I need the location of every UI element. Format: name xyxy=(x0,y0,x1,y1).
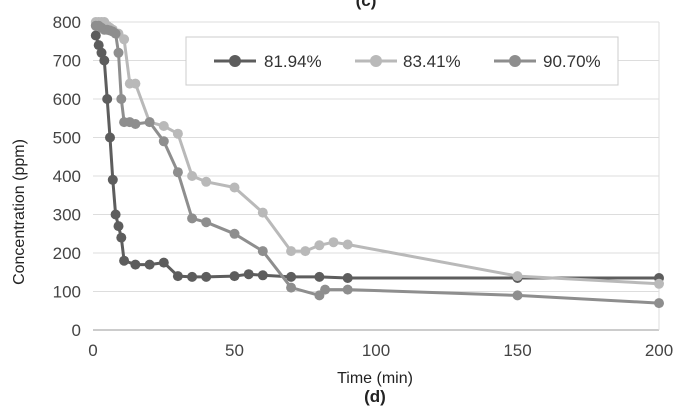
series-1 xyxy=(90,30,664,283)
data-point xyxy=(102,94,113,104)
data-point xyxy=(110,209,121,220)
legend-entry-3: 90.70% xyxy=(494,52,601,71)
data-point xyxy=(144,117,155,128)
y-tick-label: 300 xyxy=(53,206,81,225)
x-axis-ticks: 0 50 100 150 200 xyxy=(88,341,673,360)
data-point xyxy=(130,259,141,270)
data-point xyxy=(93,40,104,51)
y-tick-label: 700 xyxy=(53,52,81,71)
legend-entry-2: 83.41% xyxy=(355,52,461,71)
y-tick-label: 500 xyxy=(53,129,81,148)
data-point xyxy=(229,271,240,282)
data-point xyxy=(342,273,353,283)
data-point xyxy=(286,282,297,293)
y-tick-label: 200 xyxy=(53,244,81,263)
bottom-panel-label: (d) xyxy=(364,387,386,406)
data-point xyxy=(229,182,240,193)
data-point xyxy=(158,121,169,131)
data-point xyxy=(172,128,183,139)
data-point xyxy=(320,284,331,295)
data-point xyxy=(342,239,353,250)
data-point xyxy=(328,237,339,248)
data-point xyxy=(342,284,353,295)
data-point xyxy=(130,78,141,89)
data-point xyxy=(130,119,141,129)
data-point xyxy=(105,132,115,143)
y-tick-label: 0 xyxy=(72,321,81,340)
data-point xyxy=(96,47,107,58)
x-tick-label: 50 xyxy=(225,341,244,360)
x-tick-label: 200 xyxy=(645,341,673,360)
legend-entry-1: 81.94% xyxy=(214,52,322,71)
data-point xyxy=(116,232,127,243)
top-panel-label: (c) xyxy=(356,0,377,10)
data-point xyxy=(113,221,124,232)
data-point xyxy=(119,34,130,45)
data-point xyxy=(116,94,127,104)
legend: 81.94% 83.41% 90.70% xyxy=(185,36,619,86)
legend-marker-2 xyxy=(370,55,382,67)
data-point xyxy=(110,28,121,39)
y-tick-label: 600 xyxy=(53,90,81,109)
x-tick-label: 150 xyxy=(503,341,531,360)
data-point xyxy=(300,246,311,257)
data-point xyxy=(119,255,130,266)
y-tick-label: 800 xyxy=(53,13,81,32)
x-tick-label: 0 xyxy=(88,341,97,360)
data-point xyxy=(257,207,268,218)
y-axis-title: Concentration (ppm) xyxy=(11,139,28,285)
data-point xyxy=(257,270,268,281)
data-point xyxy=(107,174,118,185)
data-point xyxy=(187,171,198,181)
series-3 xyxy=(90,20,664,309)
data-point xyxy=(314,271,325,282)
data-point xyxy=(113,47,124,58)
series-layer xyxy=(90,17,664,309)
legend-marker-3 xyxy=(509,55,521,67)
data-point xyxy=(257,246,268,257)
data-point xyxy=(229,228,240,239)
legend-box xyxy=(185,36,619,86)
data-point xyxy=(286,271,297,282)
data-point xyxy=(144,259,155,270)
y-axis-ticks: 0 100 200 300 400 500 600 700 800 xyxy=(53,13,81,340)
data-point xyxy=(187,213,198,224)
data-point xyxy=(172,167,183,178)
x-axis-title: Time (min) xyxy=(337,370,413,387)
data-point xyxy=(158,136,169,147)
data-point xyxy=(172,271,183,282)
data-point xyxy=(187,271,198,282)
legend-label-3: 90.70% xyxy=(543,52,601,71)
data-point xyxy=(286,246,297,257)
y-tick-label: 400 xyxy=(53,167,81,186)
data-point xyxy=(512,271,523,282)
legend-label-2: 83.41% xyxy=(403,52,461,71)
data-point xyxy=(654,298,664,309)
data-point xyxy=(201,217,212,228)
y-tick-label: 100 xyxy=(53,283,81,302)
data-point xyxy=(201,271,212,282)
data-point xyxy=(512,290,523,301)
legend-marker-1 xyxy=(229,55,241,67)
legend-label-1: 81.94% xyxy=(264,52,322,71)
data-point xyxy=(99,55,110,66)
data-point xyxy=(314,240,325,251)
data-point xyxy=(158,257,169,268)
x-tick-label: 100 xyxy=(362,341,390,360)
data-point xyxy=(201,176,212,187)
data-point xyxy=(243,269,254,280)
data-point xyxy=(90,30,101,41)
data-point xyxy=(654,278,664,289)
